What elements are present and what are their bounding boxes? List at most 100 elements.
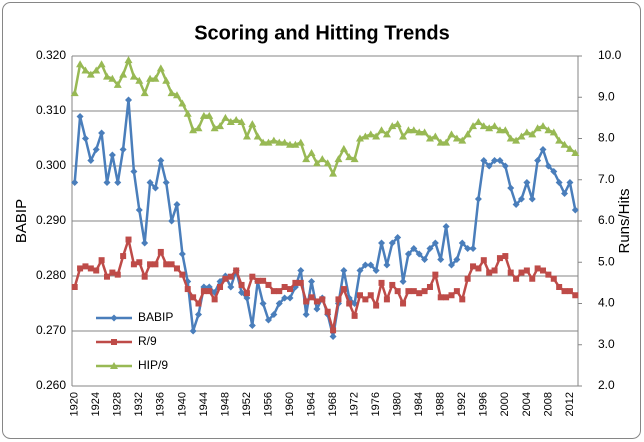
data-point	[362, 296, 369, 303]
data-point	[486, 269, 493, 276]
data-point	[436, 138, 445, 146]
data-point	[124, 56, 133, 64]
data-point	[533, 124, 542, 132]
data-point	[442, 223, 450, 230]
data-point	[270, 288, 277, 295]
data-point	[146, 179, 154, 186]
data-point	[425, 134, 434, 142]
data-point	[264, 316, 272, 324]
data-point	[534, 157, 542, 164]
data-point	[146, 74, 155, 82]
data-point	[555, 136, 564, 144]
data-point	[312, 159, 321, 167]
data-point	[302, 155, 311, 163]
data-point	[345, 153, 354, 161]
data-point	[388, 239, 396, 247]
data-point	[415, 250, 423, 258]
data-point	[281, 284, 288, 290]
data-point	[501, 126, 510, 134]
data-point	[313, 305, 321, 313]
data-point	[157, 157, 165, 164]
data-point	[507, 269, 514, 276]
data-point	[399, 278, 407, 285]
data-point	[350, 155, 359, 163]
data-point	[130, 261, 137, 268]
data-point	[448, 261, 455, 269]
data-point	[549, 128, 558, 136]
x-tick-label: 2004	[521, 392, 533, 416]
data-point	[453, 288, 460, 295]
data-point	[372, 267, 380, 274]
data-point	[87, 157, 95, 164]
data-point	[561, 288, 568, 295]
data-point	[556, 284, 563, 290]
data-point	[260, 277, 267, 284]
data-point	[442, 138, 451, 146]
data-point	[394, 288, 401, 295]
data-point	[453, 256, 461, 263]
data-point	[113, 80, 122, 88]
data-point	[372, 132, 381, 140]
data-point	[296, 138, 305, 146]
data-point	[238, 289, 246, 296]
x-tick-label: 2012	[564, 392, 576, 416]
data-point	[135, 206, 143, 214]
y2-tick-label: 6.0	[598, 213, 615, 227]
data-point	[87, 265, 94, 272]
data-point	[217, 284, 224, 290]
data-point	[151, 184, 159, 192]
data-point	[189, 327, 197, 335]
data-point	[119, 146, 127, 153]
data-point	[518, 269, 525, 276]
data-point	[292, 279, 299, 286]
data-point	[512, 136, 521, 144]
data-point	[319, 296, 326, 303]
legend-marker	[110, 362, 118, 369]
data-point	[474, 118, 483, 125]
data-point	[82, 263, 89, 270]
data-point	[339, 144, 348, 152]
data-point	[528, 195, 536, 203]
data-point	[130, 168, 138, 175]
data-point	[361, 132, 370, 140]
y2-tick-label: 3.0	[598, 337, 615, 351]
legend-label: R/9	[138, 334, 157, 348]
data-point	[280, 138, 289, 146]
data-point	[431, 132, 440, 140]
y2-tick-label: 2.0	[598, 378, 615, 392]
data-point	[474, 195, 482, 203]
data-point	[470, 263, 477, 270]
data-point	[264, 138, 273, 146]
data-point	[517, 132, 526, 140]
data-point	[382, 130, 391, 138]
data-point	[141, 239, 149, 247]
data-point	[443, 294, 450, 301]
data-point	[426, 245, 434, 252]
data-point	[297, 279, 304, 286]
data-point	[323, 159, 332, 167]
data-point	[206, 288, 213, 295]
data-point	[512, 201, 520, 208]
data-point	[377, 126, 386, 134]
data-point	[437, 256, 445, 263]
data-point	[329, 333, 337, 340]
data-point	[432, 271, 439, 278]
data-point	[167, 89, 176, 97]
data-point	[571, 148, 580, 156]
data-point	[507, 184, 515, 192]
data-point	[491, 267, 498, 274]
data-point	[136, 259, 143, 266]
data-point	[151, 74, 160, 82]
data-point	[318, 155, 327, 163]
data-point	[173, 201, 181, 208]
data-point	[77, 265, 84, 272]
x-tick-label: 2000	[499, 392, 511, 416]
data-point	[276, 288, 283, 295]
data-point	[232, 115, 241, 123]
data-point	[464, 275, 471, 282]
data-point	[98, 257, 105, 264]
data-point	[297, 267, 305, 274]
data-point	[469, 245, 477, 252]
data-point	[351, 312, 358, 319]
